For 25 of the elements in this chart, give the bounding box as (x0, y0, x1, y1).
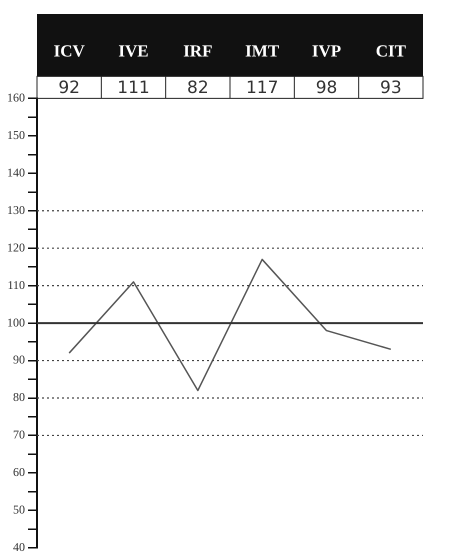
y-tick-label: 90 (13, 352, 25, 367)
text: 93 (380, 78, 402, 98)
x-tick-label: ICV (54, 42, 86, 61)
y-tick-label: 50 (13, 502, 25, 517)
text: 98 (316, 78, 338, 98)
x-tick-label: IVP (312, 42, 342, 61)
text: 111 (117, 78, 150, 98)
y-tick-label: 140 (7, 165, 25, 180)
y-tick-label: 60 (13, 465, 25, 480)
y-tick-label: 130 (7, 202, 25, 217)
x-tick-label: IMT (245, 42, 280, 61)
y-tick-label: 120 (7, 240, 25, 254)
x-tick-label: IVE (118, 42, 149, 61)
y-tick-label: 160 (7, 90, 25, 105)
y-tick-label: 150 (7, 128, 25, 142)
y-tick-label: 40 (13, 540, 25, 554)
y-tick-label: 100 (7, 315, 25, 330)
y-tick-label: 80 (13, 390, 25, 404)
text: 92 (58, 78, 80, 98)
x-tick-label: CIT (376, 42, 407, 61)
x-tick-label: IRF (183, 42, 212, 61)
text: 117 (246, 78, 278, 98)
y-tick-label: 70 (13, 428, 25, 442)
text: 82 (187, 78, 209, 98)
y-tick-label: 110 (7, 278, 25, 292)
